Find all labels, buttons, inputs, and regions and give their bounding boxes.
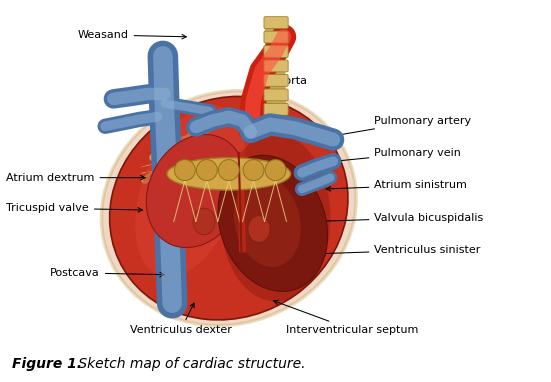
FancyBboxPatch shape [264,89,288,101]
Ellipse shape [220,134,331,301]
Ellipse shape [147,134,245,248]
Ellipse shape [196,160,217,181]
Text: Figure 1.: Figure 1. [12,357,82,371]
Text: Tricuspid valve: Tricuspid valve [6,203,142,213]
Text: Sketch map of cardiac structure.: Sketch map of cardiac structure. [74,357,306,371]
Ellipse shape [218,160,239,181]
Text: Pulmonary vein: Pulmonary vein [326,148,461,164]
Text: Interventricular septum: Interventricular septum [274,300,419,335]
Ellipse shape [167,158,290,190]
Ellipse shape [248,216,270,243]
Ellipse shape [174,160,195,181]
Ellipse shape [234,176,301,267]
Text: Ventriculus sinister: Ventriculus sinister [321,245,481,256]
Polygon shape [237,153,245,252]
Ellipse shape [265,160,286,181]
Text: Atrium dextrum: Atrium dextrum [6,173,145,183]
Ellipse shape [135,105,245,277]
Text: Weasand: Weasand [78,30,186,40]
Text: Ventriculus dexter: Ventriculus dexter [130,303,232,335]
Ellipse shape [218,155,328,291]
Text: Atrium sinistrum: Atrium sinistrum [326,180,467,191]
Text: Valvula bicuspidalis: Valvula bicuspidalis [318,213,484,223]
FancyBboxPatch shape [264,60,288,72]
FancyBboxPatch shape [264,74,288,86]
FancyBboxPatch shape [264,31,288,43]
Ellipse shape [193,208,215,235]
Ellipse shape [243,160,264,181]
Text: Pulmonary artery: Pulmonary artery [315,116,472,141]
Text: Postcava: Postcava [50,268,164,278]
Ellipse shape [101,91,356,325]
FancyBboxPatch shape [264,45,288,57]
Ellipse shape [110,96,348,320]
FancyBboxPatch shape [264,17,288,29]
FancyBboxPatch shape [264,104,288,115]
Text: Aorta: Aorta [254,76,308,102]
